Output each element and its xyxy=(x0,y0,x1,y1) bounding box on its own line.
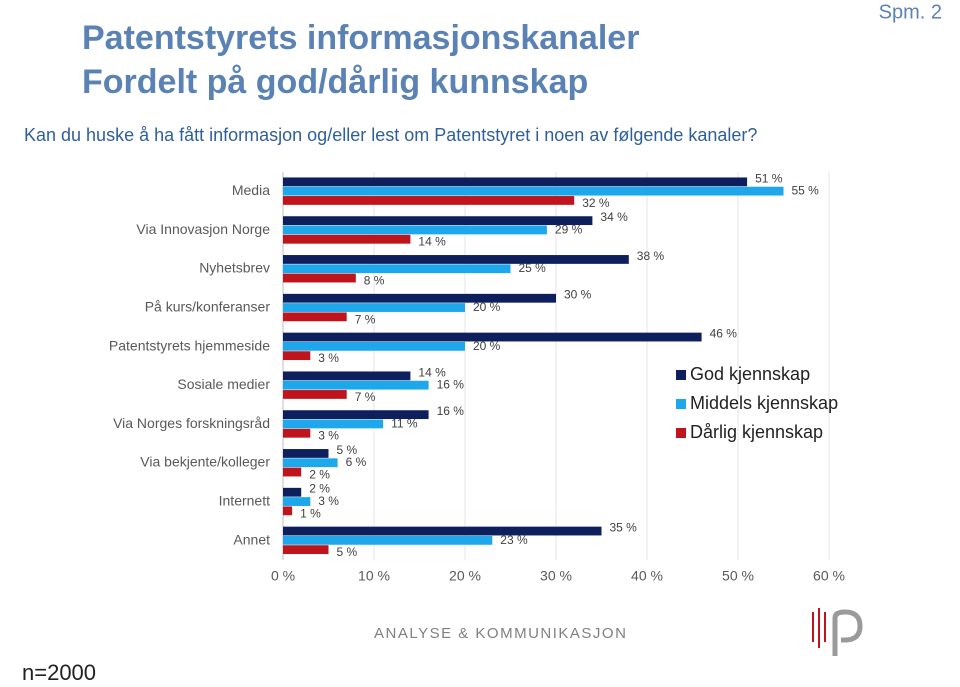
bar xyxy=(283,293,556,303)
value-label: 32 % xyxy=(582,196,610,210)
bar xyxy=(283,467,302,477)
value-label: 30 % xyxy=(564,288,592,302)
value-label: 3 % xyxy=(318,494,339,508)
value-label: 8 % xyxy=(364,273,385,287)
value-label: 7 % xyxy=(355,312,376,326)
x-tick-label: 20 % xyxy=(449,568,481,584)
value-label: 16 % xyxy=(437,378,465,392)
bar xyxy=(283,487,302,497)
value-label: 14 % xyxy=(418,365,446,379)
value-label: 2 % xyxy=(309,482,330,496)
value-label: 29 % xyxy=(555,222,583,236)
category-label: Media xyxy=(232,182,270,198)
category-label: Internett xyxy=(219,493,270,509)
bar xyxy=(283,535,493,545)
bar xyxy=(283,264,511,274)
bar xyxy=(283,410,429,420)
value-label: 16 % xyxy=(437,404,465,418)
value-label: 35 % xyxy=(610,520,638,534)
bar xyxy=(283,506,293,516)
bar xyxy=(283,273,356,283)
value-label: 20 % xyxy=(473,300,501,314)
bar xyxy=(283,526,602,536)
value-label: 34 % xyxy=(600,210,628,224)
value-label: 7 % xyxy=(355,390,376,404)
value-label: 51 % xyxy=(755,171,783,185)
title: Patentstyrets informasjonskanaler xyxy=(82,19,639,57)
bar xyxy=(283,371,411,381)
legend-swatch xyxy=(676,399,686,409)
bar xyxy=(283,177,748,187)
question-number: Spm. 2 xyxy=(879,1,942,23)
bar xyxy=(283,390,347,399)
value-label: 1 % xyxy=(300,506,321,520)
bar xyxy=(283,312,347,322)
bar xyxy=(283,216,593,226)
value-label: 38 % xyxy=(637,249,665,263)
category-label: Nyhetsbrev xyxy=(199,260,270,276)
bar xyxy=(283,225,547,235)
bar xyxy=(283,428,311,438)
bar xyxy=(283,380,429,390)
bar xyxy=(283,332,702,342)
x-tick-label: 50 % xyxy=(722,568,754,584)
value-label: 3 % xyxy=(318,351,339,365)
bar xyxy=(283,497,311,506)
bar xyxy=(283,186,784,196)
bar xyxy=(283,458,338,468)
category-label: Patentstyrets hjemmeside xyxy=(109,337,270,353)
value-label: 3 % xyxy=(318,429,339,443)
x-tick-label: 30 % xyxy=(540,568,572,584)
bar xyxy=(283,303,465,312)
legend-label: Dårlig kjennskap xyxy=(690,422,823,442)
category-label: Annet xyxy=(233,531,270,547)
bar xyxy=(283,341,465,351)
category-label: Via Norges forskningsråd xyxy=(113,415,270,431)
brand: ANALYSE & KOMMUNIKASJON xyxy=(374,625,627,642)
bar xyxy=(283,196,575,205)
category-label: Via bekjente/kolleger xyxy=(140,454,270,470)
value-label: 6 % xyxy=(346,455,367,469)
category-label: På kurs/konferanser xyxy=(145,299,271,315)
legend-swatch xyxy=(676,428,686,438)
bar xyxy=(283,234,411,244)
logo xyxy=(812,608,863,656)
value-label: 25 % xyxy=(519,261,547,275)
bar xyxy=(283,351,311,361)
value-label: 46 % xyxy=(710,326,738,340)
category-label: Sosiale medier xyxy=(177,376,270,392)
value-label: 5 % xyxy=(337,545,358,559)
value-label: 14 % xyxy=(418,235,446,249)
value-label: 2 % xyxy=(309,467,330,481)
legend-label: Middels kjennskap xyxy=(690,393,838,413)
x-tick-label: 40 % xyxy=(631,568,663,584)
value-label: 5 % xyxy=(337,443,358,457)
question: Kan du huske å ha fått informasjon og/el… xyxy=(24,125,757,145)
x-tick-label: 0 % xyxy=(271,568,295,584)
legend-label: God kjennskap xyxy=(690,364,810,384)
value-label: 23 % xyxy=(500,533,528,547)
bar xyxy=(283,419,384,429)
value-label: 11 % xyxy=(391,416,418,430)
category-label: Via Innovasjon Norge xyxy=(136,221,270,237)
sample-size: n=2000 xyxy=(22,660,96,685)
bar xyxy=(283,449,329,458)
bar xyxy=(283,255,629,264)
x-tick-label: 10 % xyxy=(358,568,390,584)
x-tick-label: 60 % xyxy=(813,568,845,584)
legend-swatch xyxy=(676,370,686,380)
bar xyxy=(283,545,329,555)
value-label: 20 % xyxy=(473,339,501,353)
value-label: 55 % xyxy=(792,184,820,198)
title: Fordelt på god/dårlig kunnskap xyxy=(82,63,588,101)
